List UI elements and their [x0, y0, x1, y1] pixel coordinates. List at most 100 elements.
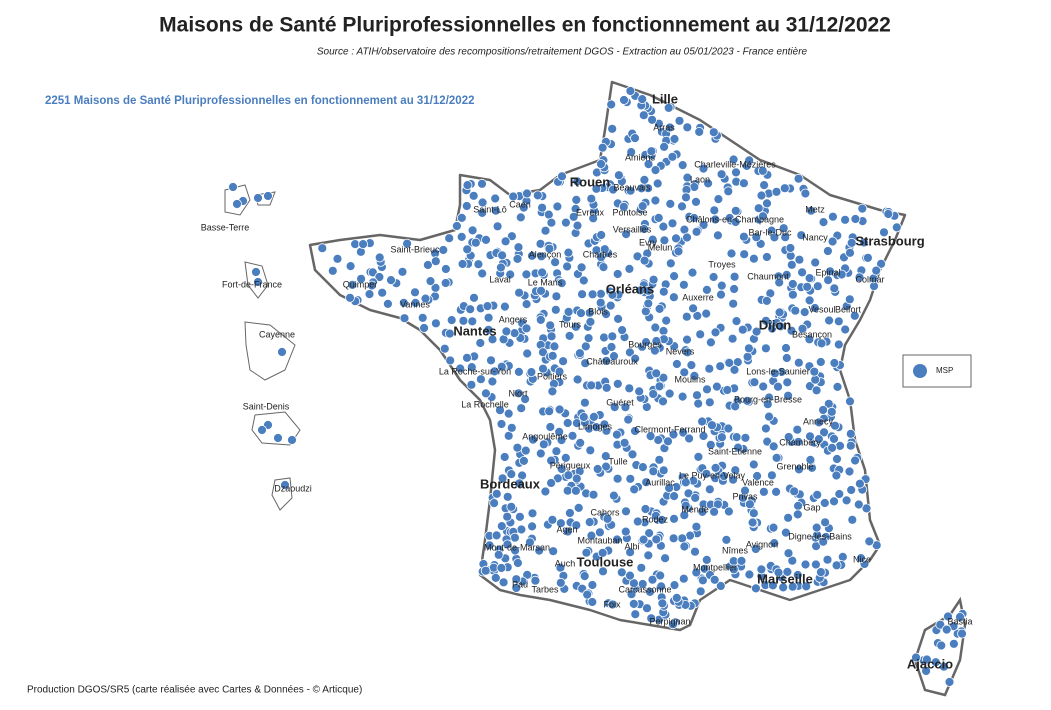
city-label: La Roche-sur-Yon	[439, 366, 511, 376]
city-label: Chartres	[583, 249, 618, 259]
msp-dot	[679, 510, 690, 521]
msp-dot	[850, 214, 861, 224]
msp-dot	[536, 285, 546, 296]
msp-dot	[680, 500, 691, 511]
msp-dot	[277, 347, 287, 357]
msp-dot	[571, 321, 581, 332]
msp-dot	[853, 499, 864, 510]
msp-dot	[710, 327, 721, 338]
msp-dot	[498, 577, 509, 588]
msp-dot	[719, 471, 729, 482]
msp-dot	[692, 390, 702, 401]
msp-dot	[568, 211, 579, 222]
msp-dot	[829, 496, 839, 507]
msp-dot	[859, 237, 869, 248]
msp-dot	[787, 279, 798, 289]
msp-dot	[623, 414, 634, 425]
msp-dot	[669, 292, 679, 303]
msp-dot	[510, 532, 520, 543]
msp-dot	[758, 381, 769, 392]
city-label: Angoulême	[522, 431, 568, 441]
msp-dot	[850, 455, 860, 466]
msp-dot	[583, 333, 594, 344]
msp-dot	[547, 350, 558, 361]
msp-dot	[752, 471, 762, 481]
msp-dot	[544, 243, 555, 254]
msp-dot	[521, 269, 532, 280]
city-label: Montauban	[577, 535, 622, 545]
msp-dot	[490, 573, 501, 583]
msp-dot	[823, 246, 833, 256]
msp-dot	[644, 528, 654, 538]
msp-dot	[709, 574, 720, 585]
msp-dot	[680, 477, 691, 488]
city-label: Charleville-Mézières	[694, 159, 776, 169]
msp-dot	[521, 323, 532, 334]
msp-dot	[571, 194, 582, 205]
msp-dot	[647, 114, 657, 125]
msp-dot	[527, 250, 537, 261]
msp-dot	[876, 258, 886, 269]
msp-dot	[658, 286, 669, 297]
msp-dot	[643, 550, 654, 561]
msp-dot	[825, 266, 835, 277]
msp-dot	[620, 402, 631, 413]
msp-dot	[663, 436, 673, 447]
msp-dot	[535, 448, 546, 459]
msp-dot	[831, 560, 842, 571]
msp-dot	[793, 436, 804, 447]
msp-dot	[550, 257, 560, 268]
msp-dot	[399, 313, 410, 324]
msp-dot	[642, 603, 652, 614]
msp-dot	[768, 522, 779, 533]
msp-dot	[819, 498, 830, 508]
msp-dot	[728, 154, 739, 165]
msp-dot	[382, 298, 393, 309]
msp-dot	[723, 186, 734, 197]
msp-dot	[740, 432, 751, 443]
msp-dot	[444, 328, 455, 339]
city-label: Auch	[555, 558, 576, 568]
msp-dot	[833, 316, 844, 327]
msp-dot	[561, 217, 571, 228]
msp-dot	[465, 304, 476, 315]
msp-dot	[739, 231, 749, 242]
msp-dot	[345, 261, 356, 272]
msp-dot	[632, 251, 643, 262]
msp-dot	[530, 575, 541, 586]
msp-dot	[425, 276, 436, 287]
msp-dot	[466, 379, 477, 390]
msp-dot	[693, 451, 704, 462]
msp-dot	[810, 374, 821, 385]
msp-dot	[526, 367, 537, 378]
msp-dot	[587, 597, 598, 607]
msp-dot	[287, 435, 297, 445]
msp-dot	[490, 193, 501, 204]
city-label: Guéret	[606, 397, 634, 407]
msp-dot	[742, 395, 753, 406]
msp-dot	[698, 431, 709, 441]
msp-dot	[546, 455, 556, 466]
city-label: Périgueux	[550, 460, 591, 470]
msp-dot	[487, 334, 498, 345]
msp-dot	[397, 266, 408, 277]
msp-dot	[547, 514, 558, 525]
msp-dot	[715, 581, 726, 591]
msp-dot	[669, 271, 679, 282]
msp-dot	[571, 520, 582, 531]
city-label: Lons-le-Saunier	[746, 366, 810, 376]
msp-dot	[800, 188, 811, 199]
msp-dot	[625, 570, 635, 581]
msp-dot	[774, 307, 785, 318]
msp-dot	[643, 298, 654, 309]
msp-dot	[497, 473, 508, 484]
msp-dot	[580, 341, 591, 352]
msp-dot	[641, 477, 652, 488]
msp-dot	[477, 207, 488, 218]
msp-dot	[856, 553, 866, 563]
msp-dot	[518, 202, 529, 213]
msp-dot	[606, 342, 617, 352]
msp-dot	[602, 513, 613, 524]
msp-dot	[374, 252, 385, 263]
msp-dot	[546, 217, 557, 228]
